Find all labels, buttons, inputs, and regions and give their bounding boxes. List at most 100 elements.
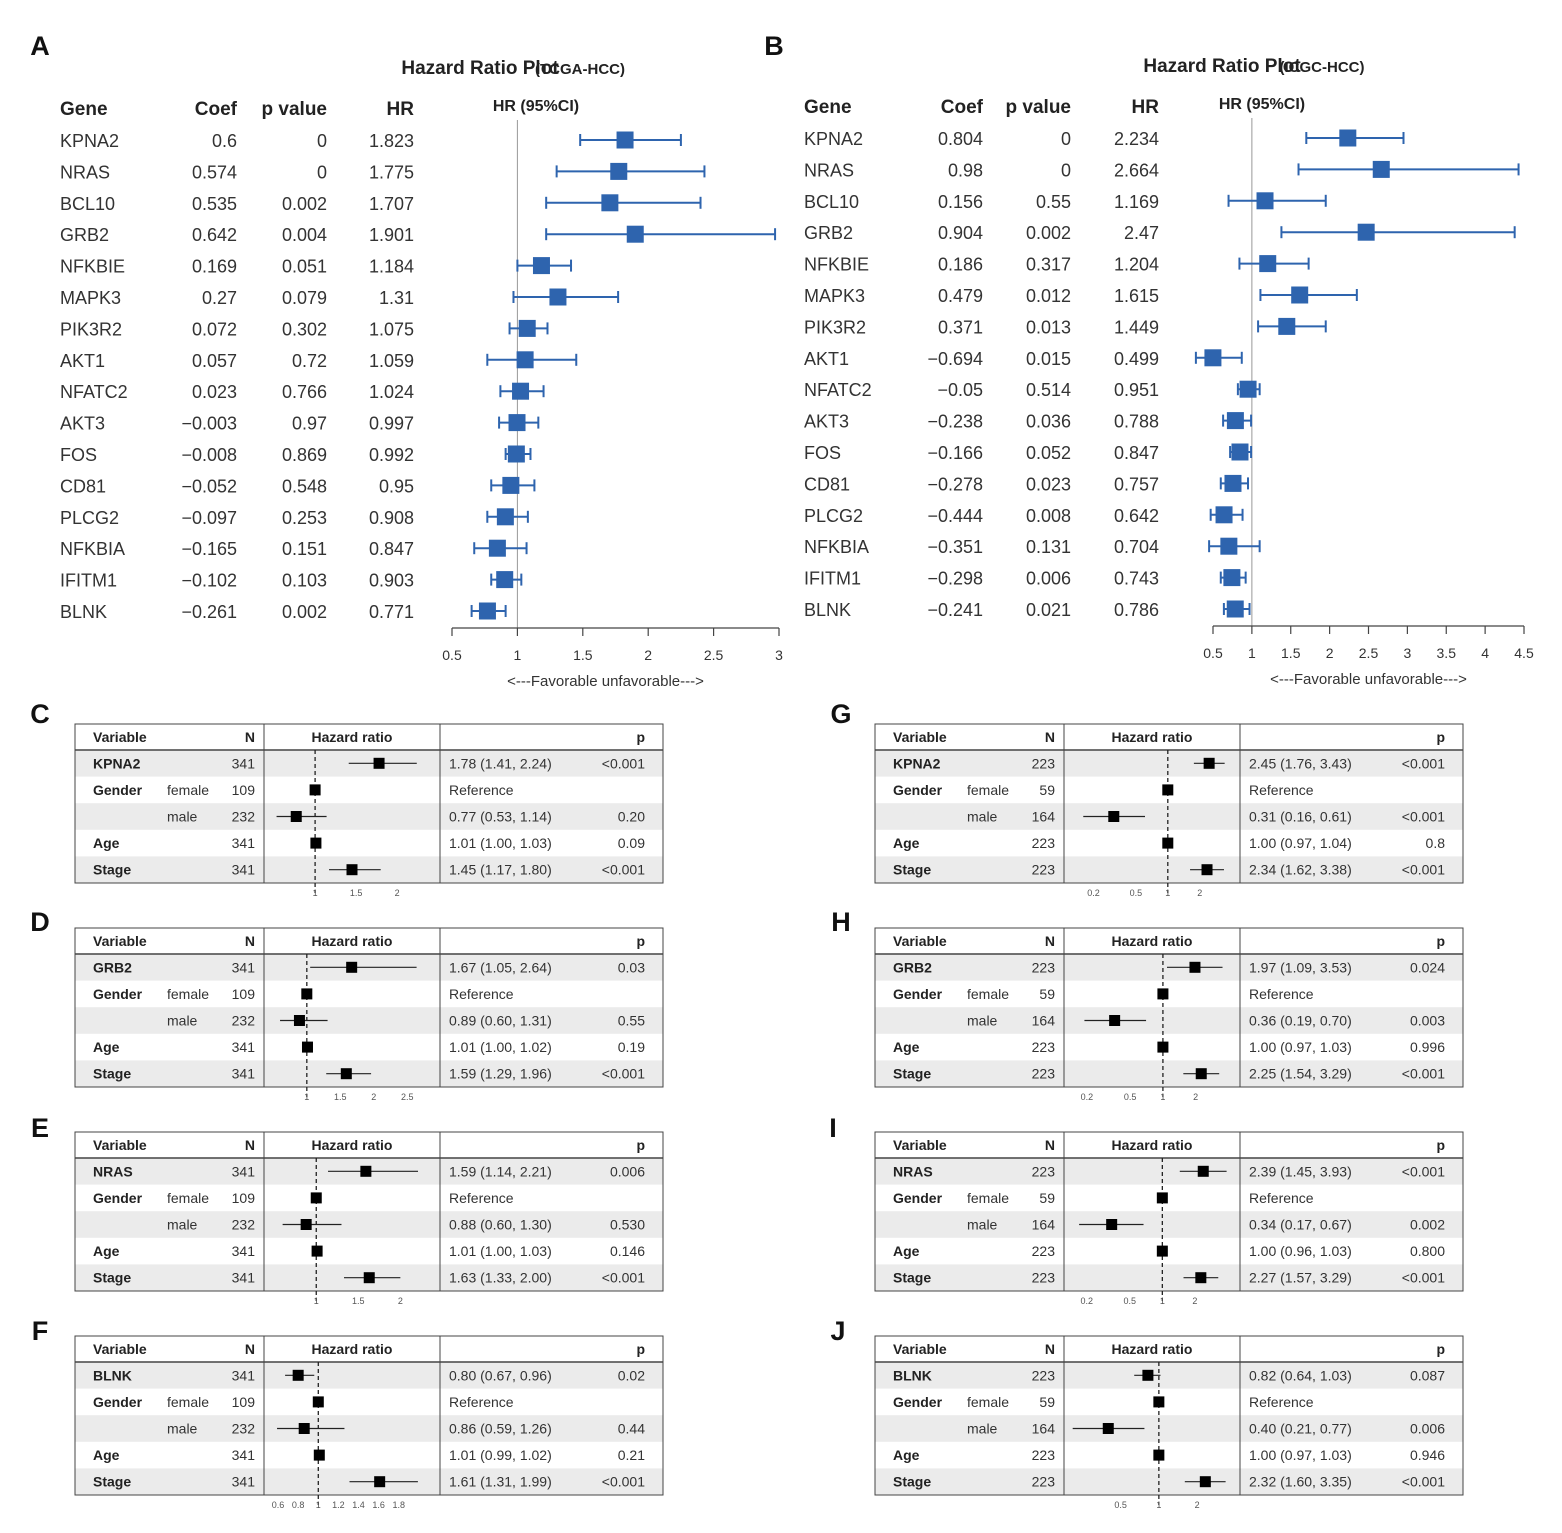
n-value: 59	[1039, 1394, 1055, 1410]
hr-marker	[502, 476, 520, 494]
table-row: male 164 0.34 (0.17, 0.67) 0.002	[967, 1217, 1445, 1233]
row-shade	[875, 1264, 1463, 1291]
table-row: MAPK3 0.27 0.079 1.31	[60, 288, 620, 308]
column-header: Hazard ratio	[312, 1137, 393, 1153]
x-tick-label: 1	[304, 1092, 309, 1102]
p-value: 0.55	[1036, 192, 1071, 212]
gene-label: IFITM1	[804, 569, 861, 589]
row-shade	[875, 1362, 1463, 1389]
table-row: male 232 0.89 (0.60, 1.31) 0.55	[167, 1013, 645, 1029]
n-value: 164	[1032, 1013, 1056, 1029]
variable-label: KPNA2	[93, 755, 141, 771]
row-shade	[75, 1362, 663, 1389]
variable-label: Age	[93, 835, 120, 851]
p-value: 0.015	[1026, 349, 1071, 369]
p-value: 0.02	[618, 1367, 645, 1383]
x-tick-label: 4	[1481, 645, 1489, 661]
table-border	[74, 1131, 664, 1292]
hr-marker	[488, 539, 506, 557]
table-row: AKT3 −0.238 0.036 0.788	[804, 412, 1253, 432]
n-value: 341	[232, 1163, 256, 1179]
variable-label: BLNK	[893, 1367, 932, 1383]
hr-marker	[346, 864, 358, 876]
x-tick-label: 1	[1156, 1500, 1161, 1510]
hr-marker	[549, 288, 567, 306]
table-row: Stage 223 2.32 (1.60, 3.35) <0.001	[893, 1474, 1445, 1490]
hr-marker	[1199, 1476, 1211, 1488]
hr-ci-value: 1.01 (1.00, 1.03)	[449, 835, 552, 851]
panel-label: F	[32, 1316, 49, 1346]
hr-marker	[1215, 506, 1233, 524]
hr-ci-value: 1.01 (1.00, 1.02)	[449, 1039, 552, 1055]
table-border	[74, 927, 664, 1088]
x-tick-label: 0.5	[442, 647, 462, 663]
n-value: 59	[1039, 986, 1055, 1002]
hr-marker	[363, 1272, 375, 1284]
x-tick-label: 1.6	[372, 1500, 385, 1510]
hr-ci-value: Reference	[449, 1394, 514, 1410]
table-row: FOS −0.166 0.052 0.847	[804, 443, 1253, 463]
gene-label: NFKBIA	[804, 537, 869, 557]
forest-table-f: F Variable N Hazard ratio p BLNK 341 0.80 (0.67…	[32, 1316, 664, 1510]
table-row: NFKBIA −0.351 0.131 0.704	[804, 537, 1261, 557]
coef-value: 0.169	[192, 257, 237, 277]
variable-label: GRB2	[93, 959, 132, 975]
gene-label: PLCG2	[60, 508, 119, 528]
forest-table-g: G Variable N Hazard ratio p KPNA2 223 2.45 (1.7…	[830, 699, 1464, 898]
table-row: CD81 −0.052 0.548 0.95	[60, 476, 536, 496]
n-value: 109	[232, 782, 256, 798]
level-label: female	[967, 1394, 1009, 1410]
table-row: BCL10 0.535 0.002 1.707	[60, 194, 702, 214]
hr-marker	[309, 784, 321, 796]
column-header: Hazard ratio	[1112, 1137, 1193, 1153]
table-row: NFKBIE 0.169 0.051 1.184	[60, 257, 573, 277]
p-value: 0.008	[1026, 506, 1071, 526]
hr-marker	[1195, 1068, 1207, 1080]
table-row: NFATC2 −0.05 0.514 0.951	[804, 380, 1261, 400]
p-value: 0.021	[1026, 600, 1071, 620]
hr-marker	[1339, 129, 1357, 147]
n-value: 223	[1032, 1474, 1056, 1490]
coef-value: 0.6	[212, 131, 237, 151]
gene-label: NFKBIA	[60, 539, 125, 559]
hr-marker	[518, 319, 536, 337]
column-header: N	[245, 729, 255, 745]
table-row: IFITM1 −0.298 0.006 0.743	[804, 569, 1247, 589]
column-header: Coef	[941, 97, 984, 118]
variable-label: KPNA2	[893, 755, 941, 771]
p-value: <0.001	[602, 862, 645, 878]
p-value: 0.996	[1410, 1039, 1445, 1055]
level-label: male	[167, 1421, 198, 1437]
table-border	[874, 1335, 1464, 1496]
table-row: PIK3R2 0.371 0.013 1.449	[804, 317, 1327, 337]
coef-value: 0.642	[192, 225, 237, 245]
table-row: PIK3R2 0.072 0.302 1.075	[60, 319, 549, 339]
hr-value: 0.642	[1114, 506, 1159, 526]
table-border	[74, 723, 664, 884]
variable-label: Stage	[893, 862, 931, 878]
n-value: 164	[1032, 809, 1056, 825]
hr-value: 0.757	[1114, 474, 1159, 494]
x-tick-label: 1	[1160, 1296, 1165, 1306]
x-tick-label: 0.6	[272, 1500, 285, 1510]
gene-label: KPNA2	[60, 131, 119, 151]
hr-ci-value: 0.34 (0.17, 0.67)	[1249, 1217, 1352, 1233]
hr-value: 0.743	[1114, 569, 1159, 589]
row-shade	[75, 1211, 663, 1238]
column-header: Variable	[893, 729, 947, 745]
hr-marker	[532, 257, 550, 275]
hr-marker	[1239, 380, 1257, 398]
variable-label: Stage	[893, 1270, 931, 1286]
table-row: BLNK 223 0.82 (0.64, 1.03) 0.087	[893, 1367, 1445, 1383]
x-tick-label: 1.2	[332, 1500, 345, 1510]
hr-ci-value: 1.63 (1.33, 2.00)	[449, 1270, 552, 1286]
panel-label: H	[831, 907, 851, 937]
forest-table-e: E Variable N Hazard ratio p NRAS 341 1.59 (1.14…	[31, 1113, 664, 1306]
table-row: PLCG2 −0.097 0.253 0.908	[60, 508, 529, 528]
x-tick-label: 0.5	[1130, 888, 1143, 898]
n-value: 223	[1032, 1243, 1056, 1259]
p-value: 0.146	[610, 1243, 645, 1259]
x-tick-label: 1	[313, 888, 318, 898]
p-value: <0.001	[1402, 1474, 1445, 1490]
level-label: male	[967, 1421, 998, 1437]
